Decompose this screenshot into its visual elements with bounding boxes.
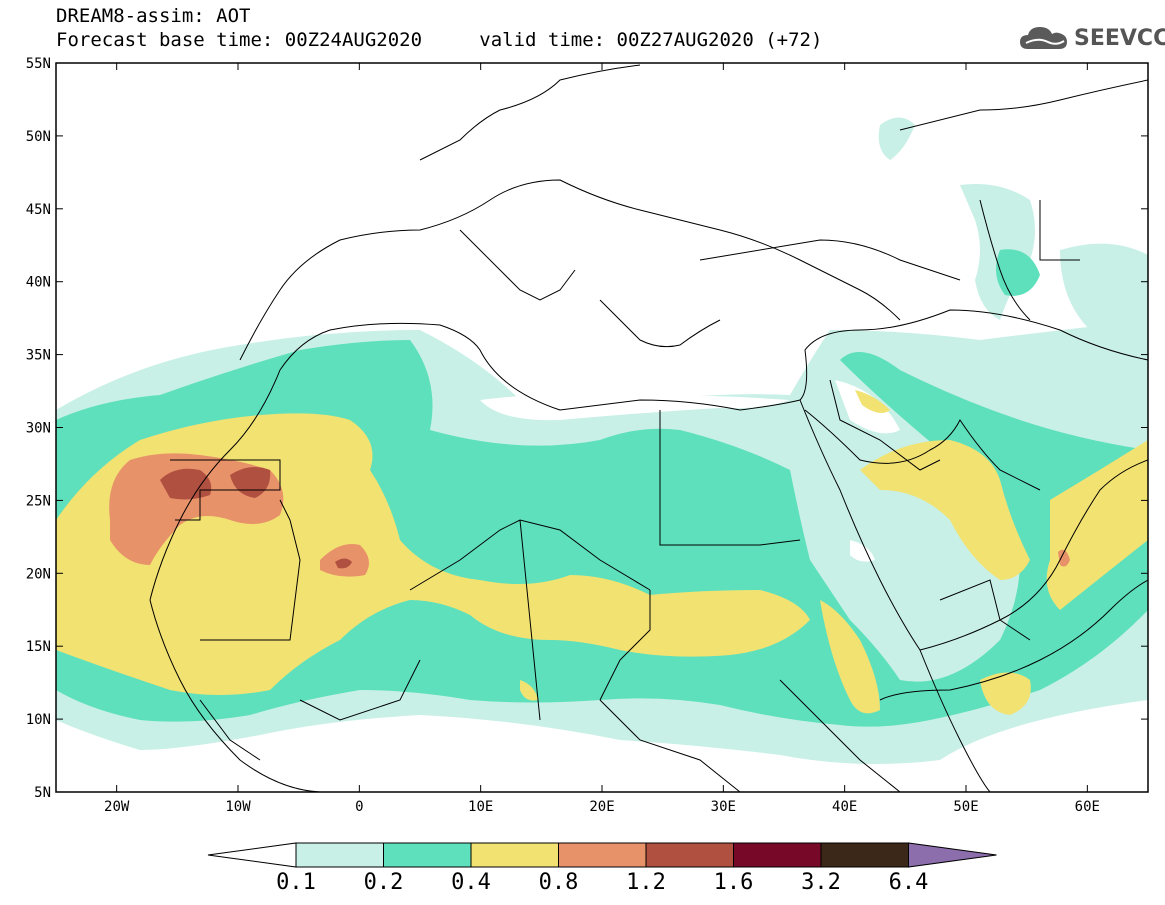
colorbar-label: 3.2 (801, 870, 841, 895)
lat-tick-label: 20N (26, 566, 51, 582)
lon-tick-label: 20W (104, 799, 130, 815)
lon-tick-label: 60E (1075, 799, 1100, 815)
map-title: DREAM8-assim: AOT (56, 5, 251, 27)
logo-text: SEEVCCC (1074, 25, 1165, 51)
lat-tick-label: 35N (26, 348, 51, 364)
lon-tick-label: 40E (832, 799, 857, 815)
longitude-axis: 20W 10W 0 10E 20E 30E 40E 50E 60E (104, 63, 1100, 815)
colorbar-segment (645, 842, 734, 868)
colorbar-label: 0.1 (276, 870, 316, 895)
valid-time: valid time: 00Z27AUG2020 (+72) (479, 29, 823, 51)
colorbar-label: 0.8 (539, 870, 579, 895)
colorbar-label: 6.4 (889, 870, 929, 895)
lat-tick-label: 25N (26, 493, 51, 509)
coastlines-borders (149, 64, 1148, 792)
colorbar-segment (383, 842, 472, 868)
colorbar-segment (558, 842, 647, 868)
base-time: Forecast base time: 00Z24AUG2020 (56, 29, 423, 51)
colorbar-segment (733, 842, 822, 868)
lat-tick-label: 40N (26, 275, 51, 291)
colorbar-label: 0.2 (364, 870, 404, 895)
seevccc-logo: SEEVCCC (1018, 22, 1165, 54)
colorbar-under-arrow (207, 842, 297, 868)
colorbar-segment (820, 842, 909, 868)
lon-tick-label: 10E (468, 799, 493, 815)
colorbar-label: 1.2 (626, 870, 666, 895)
lat-tick-label: 10N (26, 712, 51, 728)
lon-tick-label: 0 (355, 799, 363, 815)
colorbar: 0.1 0.2 0.4 0.8 1.2 1.6 3.2 6.4 (207, 842, 997, 895)
lon-tick-label: 10W (225, 799, 251, 815)
time-info: Forecast base time: 00Z24AUG2020 valid t… (56, 30, 822, 50)
lat-tick-label: 55N (26, 56, 51, 72)
lat-tick-label: 5N (34, 785, 51, 801)
aot-field (56, 117, 1148, 764)
lat-tick-label: 45N (26, 202, 51, 218)
latitude-axis: 5N 10N 15N 20N 25N 30N 35N 40N 45N 50N 55N (26, 56, 1148, 801)
lat-tick-label: 15N (26, 639, 51, 655)
lat-tick-label: 50N (26, 129, 51, 145)
lon-tick-label: 30E (711, 799, 736, 815)
colorbar-over-arrow (908, 842, 997, 868)
colorbar-segment (295, 842, 384, 868)
lon-tick-label: 20E (589, 799, 614, 815)
lon-tick-label: 50E (953, 799, 978, 815)
lat-tick-label: 30N (26, 421, 51, 437)
cloud-icon (1020, 27, 1067, 49)
colorbar-segment (470, 842, 559, 868)
colorbar-label: 1.6 (714, 870, 754, 895)
colorbar-label: 0.4 (451, 870, 491, 895)
